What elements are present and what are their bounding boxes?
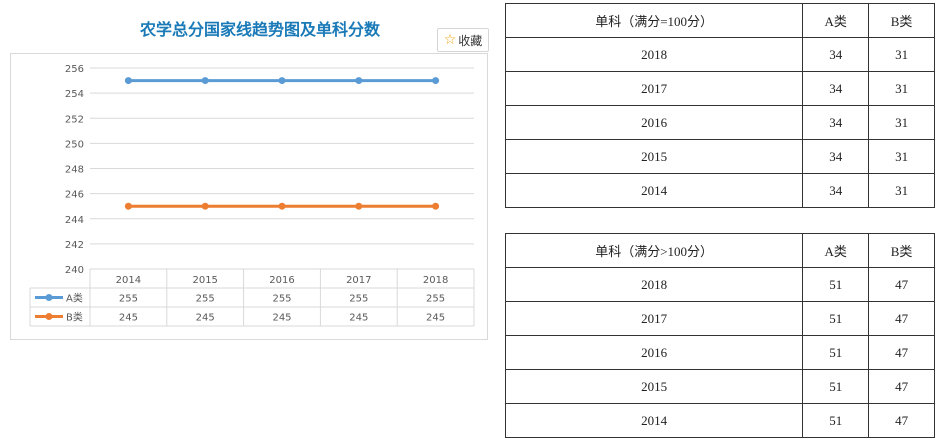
b-score-cell: 47: [868, 335, 935, 370]
legend-label: B类: [66, 311, 83, 324]
data-point: [201, 77, 209, 85]
a-score-cell: 51: [802, 267, 870, 302]
year-cell: 2014: [504, 403, 804, 438]
a-score-cell: 51: [802, 403, 870, 438]
data-point: [355, 202, 363, 210]
data-value-cell: 245: [272, 313, 291, 324]
table-row: 2015 51 47: [504, 369, 935, 404]
data-value-cell: 255: [119, 294, 138, 305]
year-cell: 2018: [504, 267, 804, 302]
data-value-cell: 245: [426, 313, 445, 324]
y-tick-label: 250: [65, 139, 84, 150]
a-score-cell: 34: [802, 105, 870, 140]
table-row: 2014 34 31: [504, 173, 935, 208]
data-point: [355, 77, 363, 85]
b-score-cell: 31: [868, 173, 935, 208]
year-cell: 2014: [504, 173, 804, 208]
data-point: [432, 202, 440, 210]
y-tick-label: 246: [65, 190, 84, 201]
b-score-cell: 47: [868, 369, 935, 404]
a-score-cell: 34: [802, 71, 870, 106]
data-value-cell: 245: [119, 313, 138, 324]
table-row: 2015 34 31: [504, 139, 935, 174]
b-score-cell: 47: [868, 403, 935, 438]
table-row: 2017 51 47: [504, 301, 935, 336]
y-tick-label: 254: [65, 89, 84, 100]
b-score-cell: 31: [868, 37, 935, 72]
legend-key-marker: [45, 294, 53, 301]
data-value-cell: 245: [196, 313, 215, 324]
a-score-cell: 51: [802, 369, 870, 404]
y-tick-label: 240: [65, 265, 84, 276]
x-tick-label: 2014: [116, 275, 141, 286]
y-tick-label: 244: [65, 215, 84, 226]
table-header-row: 单科（满分=100分） A类 B类: [504, 3, 935, 38]
a-score-cell: 34: [802, 173, 870, 208]
x-tick-label: 2016: [269, 275, 294, 286]
table-row: 2016 51 47: [504, 335, 935, 370]
table-row: 2017 34 31: [504, 71, 935, 106]
b-score-cell: 31: [868, 105, 935, 140]
header-cell: 单科（满分=100分）: [504, 3, 804, 38]
header-cell: B类: [868, 3, 935, 38]
table-row: 2016 34 31: [504, 105, 935, 140]
b-score-cell: 47: [868, 267, 935, 302]
a-score-cell: 34: [802, 37, 870, 72]
header-cell: 单科（满分>100分）: [504, 233, 804, 268]
data-point: [278, 202, 286, 210]
table-row: 2018 51 47: [504, 267, 935, 302]
year-cell: 2017: [504, 71, 804, 106]
year-cell: 2015: [504, 369, 804, 404]
data-value-cell: 255: [426, 294, 445, 305]
y-tick-label: 256: [65, 64, 84, 75]
y-tick-label: 248: [65, 165, 84, 176]
header-cell: A类: [802, 3, 870, 38]
a-score-cell: 34: [802, 139, 870, 174]
year-cell: 2017: [504, 301, 804, 336]
b-score-cell: 31: [868, 71, 935, 106]
a-score-cell: 51: [802, 301, 870, 336]
data-point: [432, 77, 440, 85]
data-value-cell: 245: [349, 313, 368, 324]
line-chart: 240 242 244 246 248 250 252 254 256 2014 2015 2016 2…: [29, 64, 475, 327]
header-cell: A类: [802, 233, 870, 268]
star-icon: ☆: [443, 32, 457, 48]
y-tick-label: 252: [65, 114, 84, 125]
table-row: 2018 34 31: [504, 37, 935, 72]
data-value-cell: 255: [349, 294, 368, 305]
year-cell: 2016: [504, 105, 804, 140]
x-tick-label: 2015: [192, 275, 217, 286]
table-header-row: 单科（满分>100分） A类 B类: [504, 233, 935, 268]
b-score-cell: 31: [868, 139, 935, 174]
favorite-label: 收藏: [458, 33, 483, 48]
single-subject-table-100: 单科（满分=100分） A类 B类 2018 34 31 2017 34 31 …: [504, 3, 935, 208]
single-subject-table-over-100: 单科（满分>100分） A类 B类 2018 51 47 2017 51 47 …: [504, 233, 935, 438]
favorite-button[interactable]: ☆ 收藏: [437, 28, 489, 52]
table-row: 2014 51 47: [504, 403, 935, 438]
year-cell: 2015: [504, 139, 804, 174]
data-value-cell: 255: [272, 294, 291, 305]
data-point: [124, 202, 132, 210]
data-value-cell: 255: [196, 294, 215, 305]
b-score-cell: 47: [868, 301, 935, 336]
data-point: [201, 202, 209, 210]
data-point: [278, 77, 286, 85]
x-tick-label: 2017: [346, 275, 371, 286]
x-tick-label: 2018: [423, 275, 448, 286]
year-cell: 2016: [504, 335, 804, 370]
chart-title: 农学总分国家线趋势图及单科分数: [139, 20, 380, 39]
data-point: [124, 77, 132, 85]
y-tick-label: 242: [65, 240, 84, 251]
legend-label: A类: [66, 292, 83, 305]
a-score-cell: 51: [802, 335, 870, 370]
legend-key-marker: [45, 313, 53, 320]
header-cell: B类: [868, 233, 935, 268]
year-cell: 2018: [504, 37, 804, 72]
